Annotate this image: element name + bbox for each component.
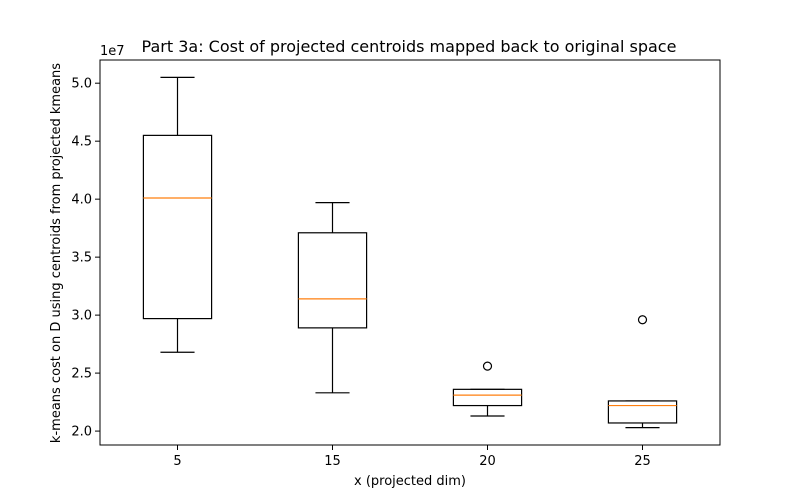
iqr-box xyxy=(607,400,678,424)
y-tick-label: 2.0 xyxy=(71,425,92,440)
box-25 xyxy=(607,315,678,429)
outlier-point xyxy=(482,361,493,371)
x-tick-label: 25 xyxy=(634,454,651,469)
x-axis: 5 15 20 25 xyxy=(173,445,651,469)
y-tick-label: 2.5 xyxy=(71,367,92,382)
y-axis-offset-label: 1e7 xyxy=(100,44,125,59)
y-tick-label: 3.5 xyxy=(71,251,92,266)
x-tick-label: 15 xyxy=(324,454,341,469)
x-tick-label: 5 xyxy=(173,454,181,469)
y-axis-label: k-means cost on D using centroids from p… xyxy=(49,63,64,443)
y-tick-label: 3.0 xyxy=(71,309,92,324)
iqr-box xyxy=(452,388,523,407)
y-tick-label: 4.0 xyxy=(71,193,92,208)
iqr-box xyxy=(142,134,213,320)
x-tick-label: 20 xyxy=(479,454,496,469)
box-5 xyxy=(142,76,213,353)
chart-title: Part 3a: Cost of projected centroids map… xyxy=(142,37,677,56)
x-axis-label: x (projected dim) xyxy=(354,474,466,489)
y-tick-label: 4.5 xyxy=(71,135,92,150)
y-axis: 2.0 2.5 3.0 3.5 4.0 4.5 5.0 xyxy=(71,77,100,440)
y-tick-label: 5.0 xyxy=(71,77,92,92)
box-15 xyxy=(297,202,368,394)
plot-area xyxy=(99,59,721,446)
outlier-point xyxy=(637,315,648,325)
box-20 xyxy=(452,361,523,417)
iqr-box xyxy=(297,232,368,329)
axes-frame xyxy=(99,59,721,446)
